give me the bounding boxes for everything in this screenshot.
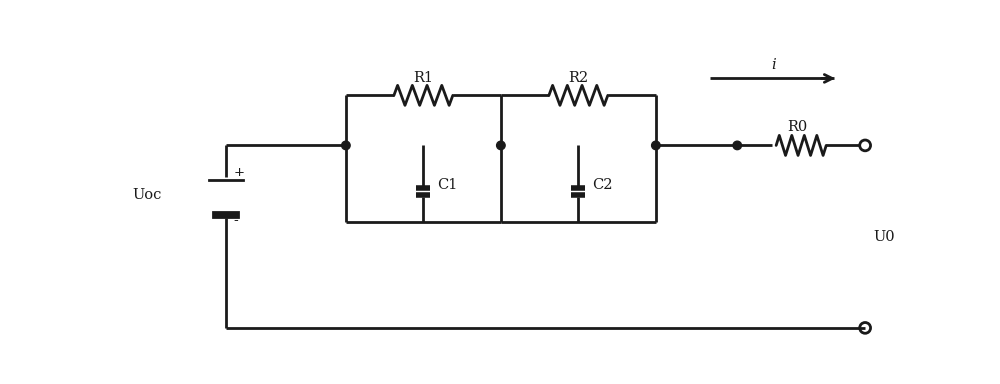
Text: R1: R1 bbox=[413, 71, 433, 85]
Text: U0: U0 bbox=[873, 230, 895, 244]
Text: +: + bbox=[234, 166, 244, 179]
Circle shape bbox=[733, 141, 742, 150]
Text: C1: C1 bbox=[437, 179, 458, 192]
Text: C2: C2 bbox=[592, 179, 613, 192]
Circle shape bbox=[652, 141, 660, 150]
Text: i: i bbox=[772, 58, 776, 72]
Text: -: - bbox=[234, 214, 238, 227]
Text: R0: R0 bbox=[787, 120, 807, 134]
Text: Uoc: Uoc bbox=[133, 189, 162, 202]
Circle shape bbox=[342, 141, 350, 150]
Text: R2: R2 bbox=[568, 71, 588, 85]
Circle shape bbox=[497, 141, 505, 150]
